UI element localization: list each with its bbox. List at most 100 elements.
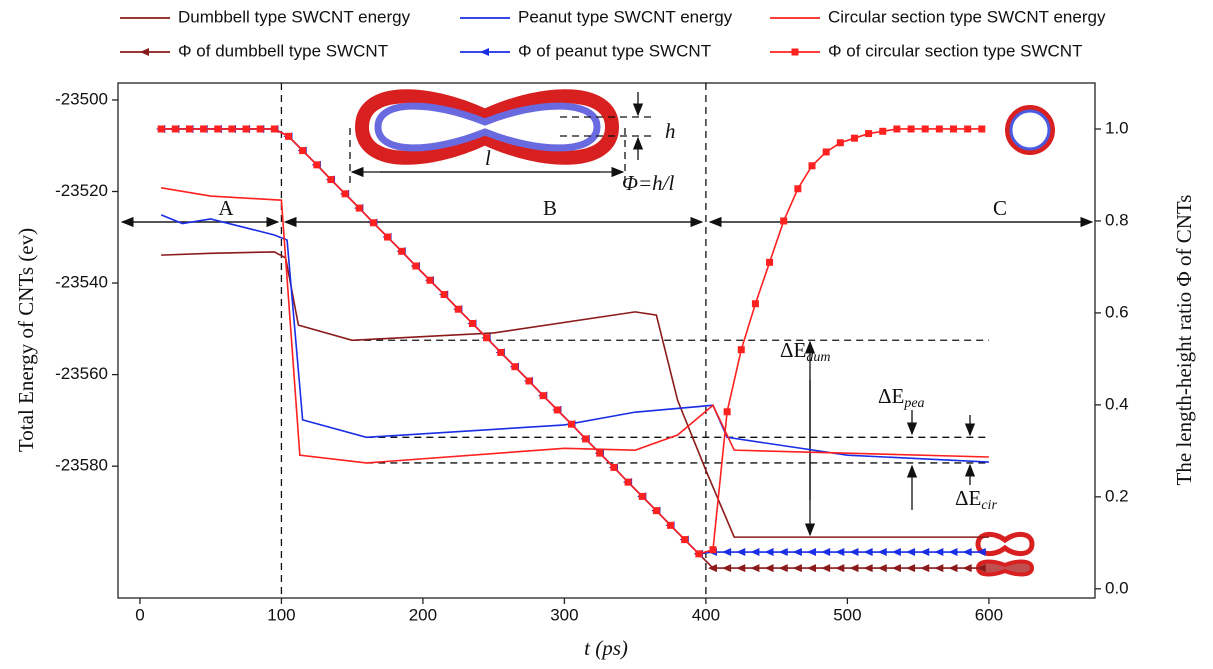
region-label: A	[218, 196, 234, 220]
point	[764, 564, 774, 573]
point	[964, 125, 972, 133]
point	[299, 147, 307, 155]
point	[863, 564, 873, 573]
point	[454, 305, 462, 313]
point	[171, 125, 179, 133]
point	[849, 548, 859, 557]
point	[891, 548, 901, 557]
delta-label: ΔEcir	[955, 486, 997, 513]
point	[707, 564, 717, 573]
point	[849, 564, 859, 573]
y2-tick-label: 0.4	[1105, 394, 1129, 413]
point	[792, 548, 802, 557]
series-line	[161, 128, 982, 555]
delta-arrows	[804, 340, 976, 537]
point	[750, 564, 760, 573]
point	[976, 548, 986, 557]
point	[920, 564, 930, 573]
point	[242, 125, 250, 133]
series-line	[161, 128, 982, 555]
point	[228, 125, 236, 133]
point	[835, 564, 845, 573]
point	[624, 478, 632, 486]
legend-label: Circular section type SWCNT energy	[828, 7, 1106, 26]
plot-frame	[117, 82, 1096, 599]
y2-axis-title: The length-height ratio Φ of CNTs	[1172, 195, 1196, 486]
point	[821, 548, 831, 557]
point	[835, 548, 845, 557]
point	[865, 130, 873, 138]
point	[567, 420, 575, 428]
x-tick-label: 100	[267, 605, 295, 624]
point	[780, 217, 788, 225]
point	[807, 548, 817, 557]
y2-tick-label: 0.0	[1105, 578, 1129, 597]
y2-tick-label: 0.2	[1105, 486, 1129, 505]
point	[723, 408, 731, 416]
point	[906, 564, 916, 573]
point	[962, 548, 972, 557]
point	[582, 435, 590, 443]
point	[426, 276, 434, 284]
delta-label: ΔEpea	[878, 384, 925, 411]
inset-shapes	[975, 105, 1055, 577]
series-line	[161, 187, 989, 464]
point	[935, 125, 943, 133]
point	[610, 463, 618, 471]
point	[978, 125, 986, 133]
point	[553, 406, 561, 414]
point	[794, 185, 802, 193]
point	[750, 548, 760, 557]
point	[412, 262, 420, 270]
inset-label: h	[665, 119, 676, 143]
point	[879, 127, 887, 135]
point	[877, 548, 887, 557]
series-line	[161, 128, 982, 569]
point	[962, 564, 972, 573]
point	[934, 564, 944, 573]
region-label: C	[993, 196, 1007, 220]
x-tick-label: 500	[833, 605, 861, 624]
point	[695, 550, 703, 558]
point	[525, 377, 533, 385]
point	[709, 546, 717, 554]
point	[976, 564, 986, 573]
legend-label: Φ of peanut type SWCNT	[518, 41, 711, 60]
x-tick-label: 200	[409, 605, 437, 624]
point	[948, 548, 958, 557]
x-tick-label: 600	[975, 605, 1003, 624]
x-axis-title: t (ps)	[584, 636, 628, 660]
legend-label: Peanut type SWCNT energy	[518, 7, 733, 26]
point	[327, 176, 335, 184]
point	[313, 161, 321, 169]
point	[950, 125, 958, 133]
y-tick-label: -23540	[55, 273, 108, 292]
point	[808, 162, 816, 170]
legend-label: Φ of dumbbell type SWCNT	[178, 41, 388, 60]
point	[722, 564, 732, 573]
legend-marker	[480, 48, 489, 56]
point	[483, 334, 491, 342]
point	[596, 449, 604, 457]
point	[877, 564, 887, 573]
point	[778, 564, 788, 573]
y2-tick-label: 0.8	[1105, 210, 1129, 229]
legend-label: Φ of circular section type SWCNT	[828, 41, 1082, 60]
point	[468, 319, 476, 327]
point	[214, 125, 222, 133]
point	[766, 258, 774, 266]
point	[722, 548, 732, 557]
series-line	[160, 214, 989, 463]
point	[440, 291, 448, 299]
y-tick-label: -23500	[55, 89, 108, 108]
point	[921, 125, 929, 133]
point	[907, 125, 915, 133]
series-line	[161, 251, 989, 538]
point	[256, 125, 264, 133]
legend-marker	[791, 48, 799, 56]
point	[863, 548, 873, 557]
point	[384, 233, 392, 241]
point	[638, 492, 646, 500]
x-tick-label: 400	[692, 605, 720, 624]
